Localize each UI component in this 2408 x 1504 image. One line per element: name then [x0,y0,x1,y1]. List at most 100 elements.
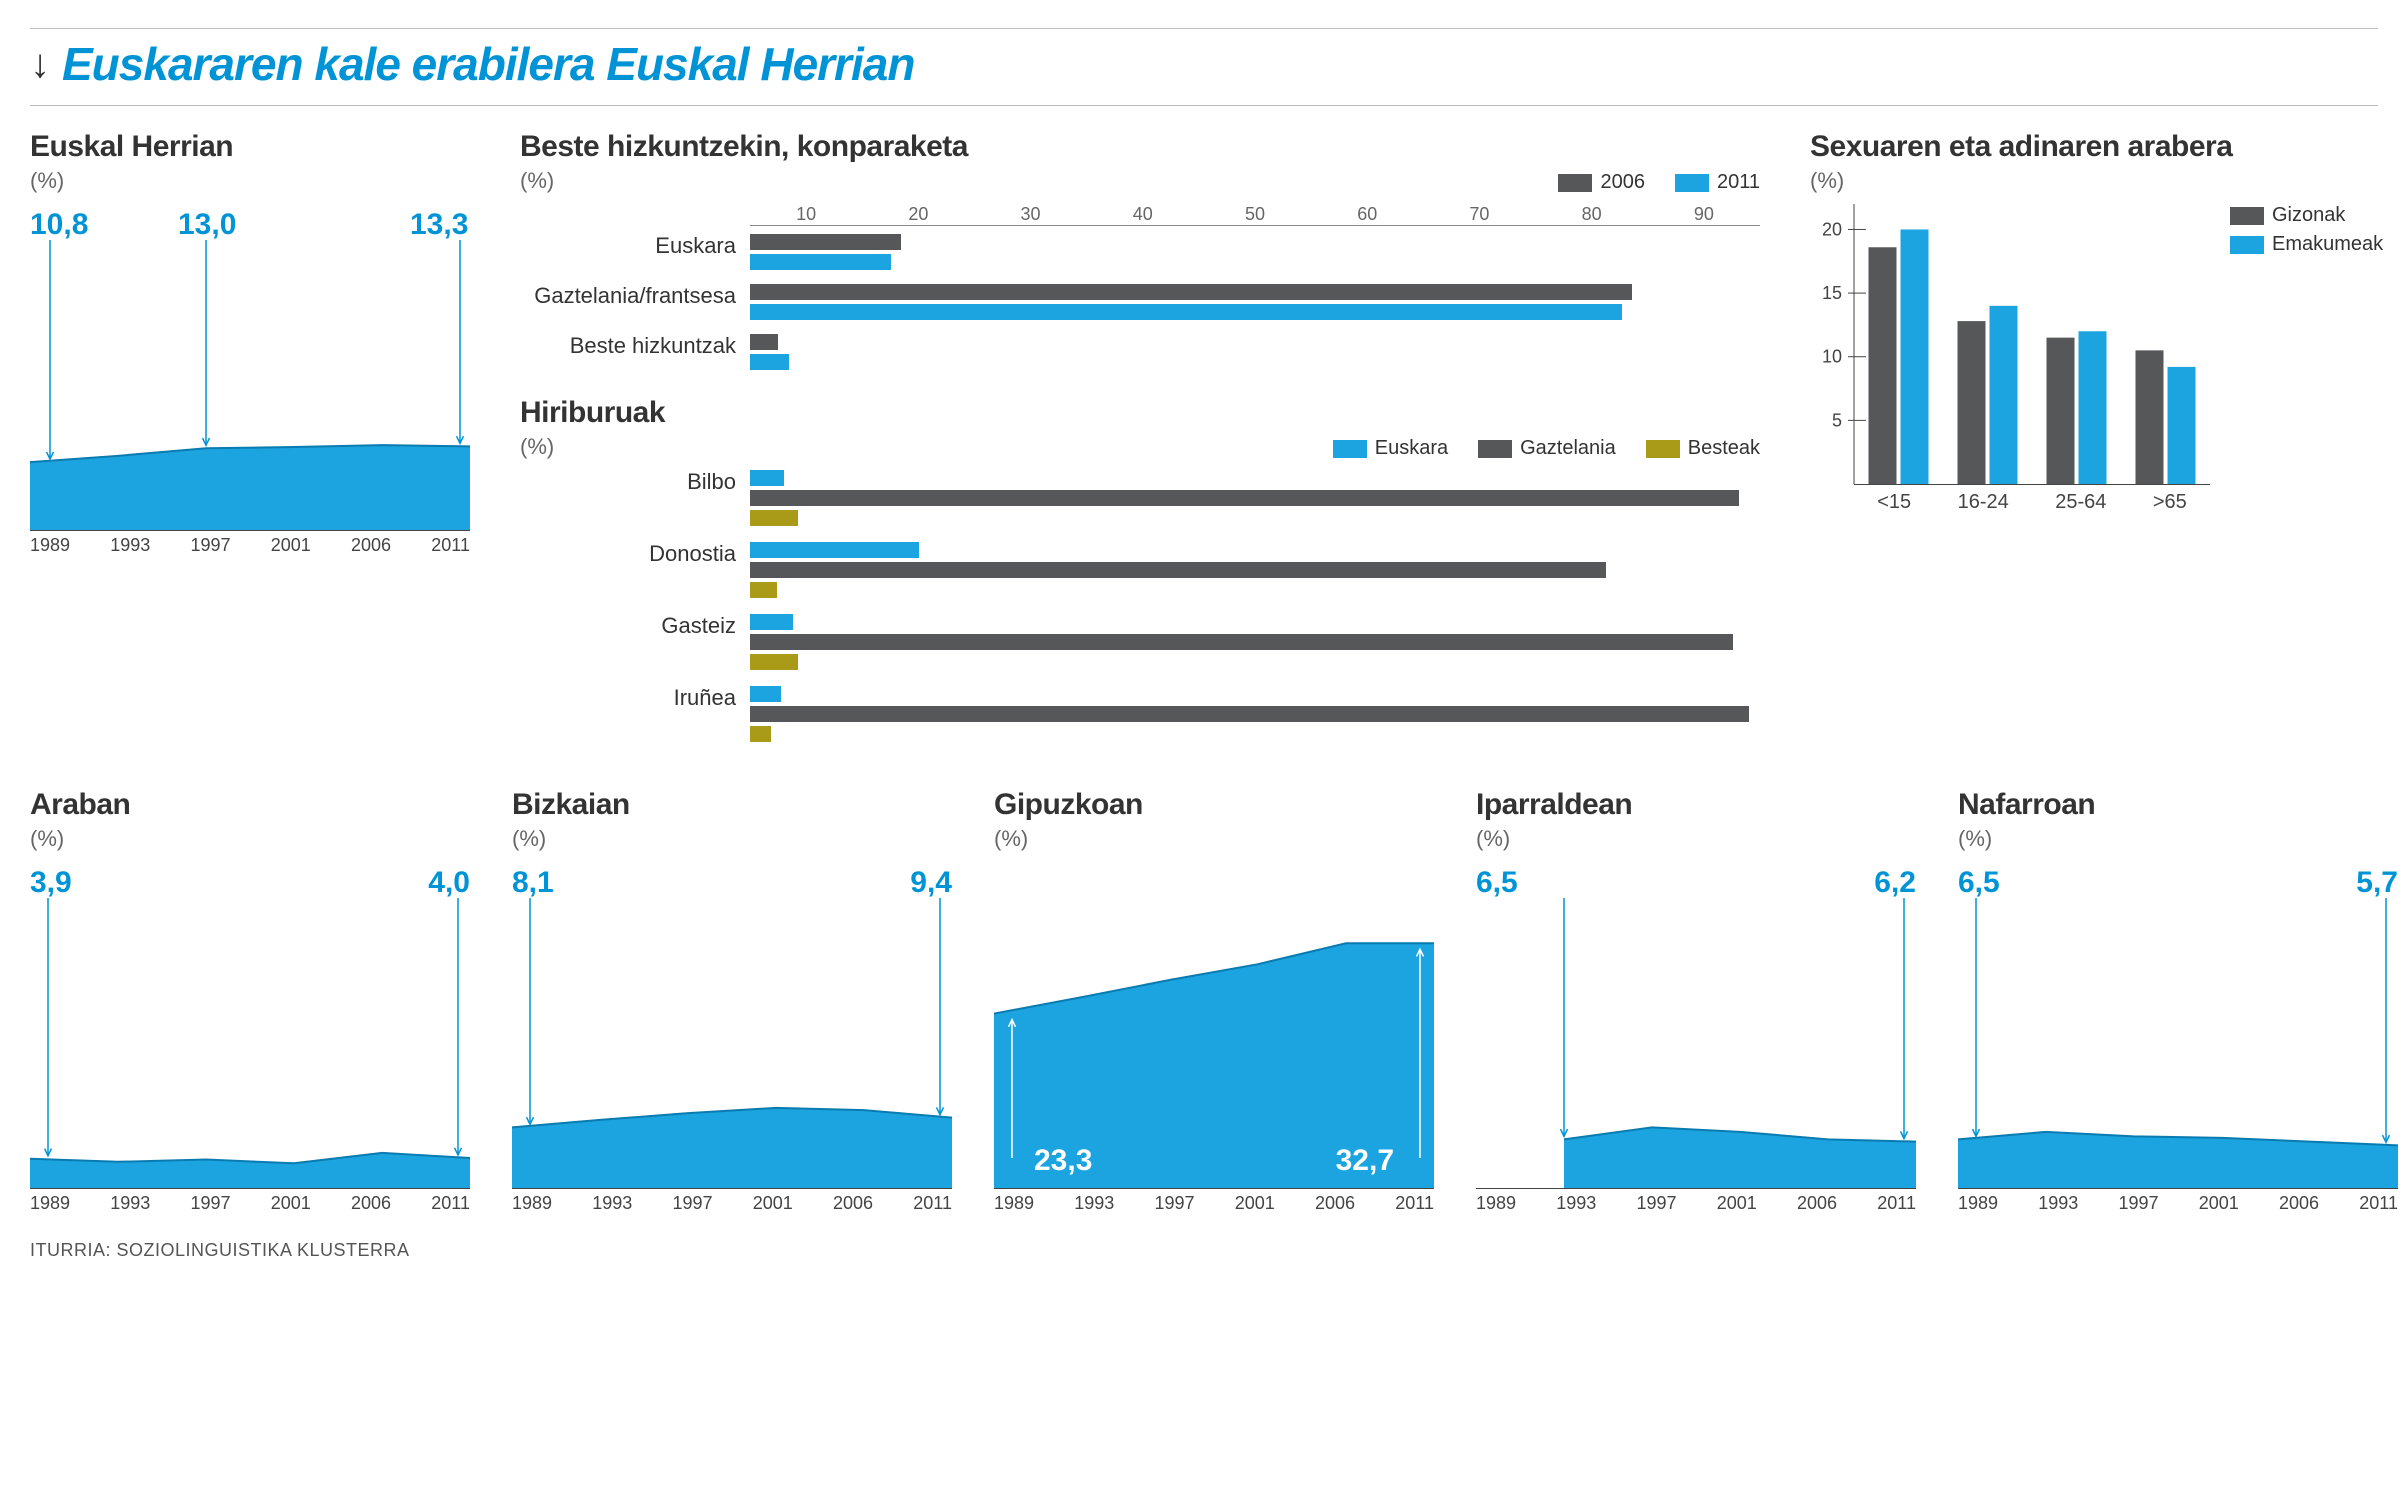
panel-region: Iparraldean (%) 6,56,2 19891993199720012… [1476,788,1916,1214]
unit-label: (%) [30,826,470,852]
category-label: Gasteiz [520,614,750,638]
x-tick: 2006 [351,1193,391,1214]
mid-rule [30,105,2378,106]
legend: Euskara Gaztelania Besteak [1333,437,1760,460]
area-chart: 23,332,7 198919931997200120062011 [994,898,1434,1214]
panel-title: Hiriburuak [520,396,665,430]
category-label: Euskara [520,234,750,258]
legend-label: 2006 [1600,171,1645,194]
unit-label: (%) [30,168,470,194]
panel-region: Araban (%) 3,94,0 1989199319972001200620… [30,788,470,1214]
svg-text:23,3: 23,3 [1034,1144,1092,1177]
swatch-icon [2230,236,2264,254]
x-tick: 30 [974,204,1086,225]
x-tick: 2011 [431,535,470,556]
x-tick: 2001 [2199,1193,2239,1214]
swatch-icon [2230,207,2264,225]
panel-title: Bizkaian [512,788,952,822]
svg-text:20: 20 [1822,219,1842,239]
legend-item: Emakumeak [2230,233,2383,256]
panel-region: Gipuzkoan (%) 23,332,7 19891993199720012… [994,788,1434,1214]
x-tick: 1993 [1074,1193,1114,1214]
unit-label: (%) [1810,168,1844,194]
x-tick: 1989 [30,1193,70,1214]
area-chart: 198919931997200120062011 [1958,898,2398,1214]
x-tick: 25-64 [2055,491,2106,514]
panel-title: Gipuzkoan [994,788,1434,822]
x-tick: 2011 [1395,1193,1434,1214]
swatch-icon [1675,174,1709,192]
bar [750,354,789,370]
bar [750,304,1622,320]
legend: 2006 2011 [1558,171,1760,194]
x-tick: 90 [1648,204,1760,225]
bar [750,654,798,670]
x-tick: 2001 [753,1193,793,1214]
panel-title: Sexuaren eta adinaren arabera [1810,130,2340,164]
panel-title: Araban [30,788,470,822]
x-tick: 2006 [1315,1193,1355,1214]
unit-label: (%) [1958,826,2398,852]
callout-value: 3,9 [30,866,72,900]
category-label: Bilbo [520,470,750,494]
x-tick: >65 [2153,491,2187,514]
x-axis: 102030405060708090 [750,204,1760,226]
x-tick: 1989 [1958,1193,1998,1214]
hbar-row: Iruñea [520,686,1760,746]
unit-label: (%) [520,434,665,460]
bar [750,634,1733,650]
category-label: Donostia [520,542,750,566]
x-tick: 2011 [2359,1193,2398,1214]
x-tick: 2006 [351,535,391,556]
legend-item: Besteak [1646,437,1760,460]
x-axis-labels: 198919931997200120062011 [1958,1188,2398,1214]
callout-row: 6,55,7 [1958,866,2398,898]
x-axis-labels: 198919931997200120062011 [30,530,470,556]
swatch-icon [1333,440,1367,458]
legend-item: 2011 [1675,171,1760,194]
legend-item: Gizonak [2230,204,2345,227]
x-tick: 10 [750,204,862,225]
panel-title: Nafarroan [1958,788,2398,822]
down-arrow-icon: ↓ [30,42,50,87]
area-svg [30,240,470,530]
x-tick: 2001 [271,535,311,556]
legend-label: Euskara [1375,437,1448,460]
bar [750,254,891,270]
area-chart: 198919931997200120062011 [30,240,470,556]
x-axis-labels: <15 16-24 25-64 >65 [1854,484,2210,514]
callout-row: 10,813,013,3 [30,208,470,240]
svg-text:32,7: 32,7 [1336,1144,1394,1177]
x-tick: <15 [1877,491,1911,514]
area-svg: 23,3 32,7 [994,898,1434,1188]
bar [750,234,901,250]
x-tick: 1993 [1556,1193,1596,1214]
callout-row: 3,94,0 [30,866,470,898]
unit-label: (%) [1476,826,1916,852]
legend-label: Emakumeak [2272,233,2383,256]
bar [750,686,781,702]
x-tick: 16-24 [1958,491,2009,514]
x-tick: 1993 [592,1193,632,1214]
x-tick: 2011 [913,1193,952,1214]
x-tick: 2006 [2279,1193,2319,1214]
callout-value: 9,4 [910,866,952,900]
hbar-row: Euskara [520,234,1760,274]
legend-item: 2006 [1558,171,1645,194]
panel-region: Nafarroan (%) 6,55,7 1989199319972001200… [1958,788,2398,1214]
bar [750,470,784,486]
top-rule [30,28,2378,29]
x-tick: 1993 [110,535,150,556]
x-tick: 2001 [271,1193,311,1214]
hbar-row: Donostia [520,542,1760,602]
x-tick: 2001 [1717,1193,1757,1214]
area-svg [512,898,952,1188]
area-chart: 198919931997200120062011 [30,898,470,1214]
bar [750,284,1632,300]
category-label: Gaztelania/frantsesa [520,284,750,308]
legend-label: Gaztelania [1520,437,1616,460]
bar [750,510,798,526]
x-axis-labels: 198919931997200120062011 [512,1188,952,1214]
x-tick: 1993 [110,1193,150,1214]
panel-region: Bizkaian (%) 8,19,4 19891993199720012006… [512,788,952,1214]
